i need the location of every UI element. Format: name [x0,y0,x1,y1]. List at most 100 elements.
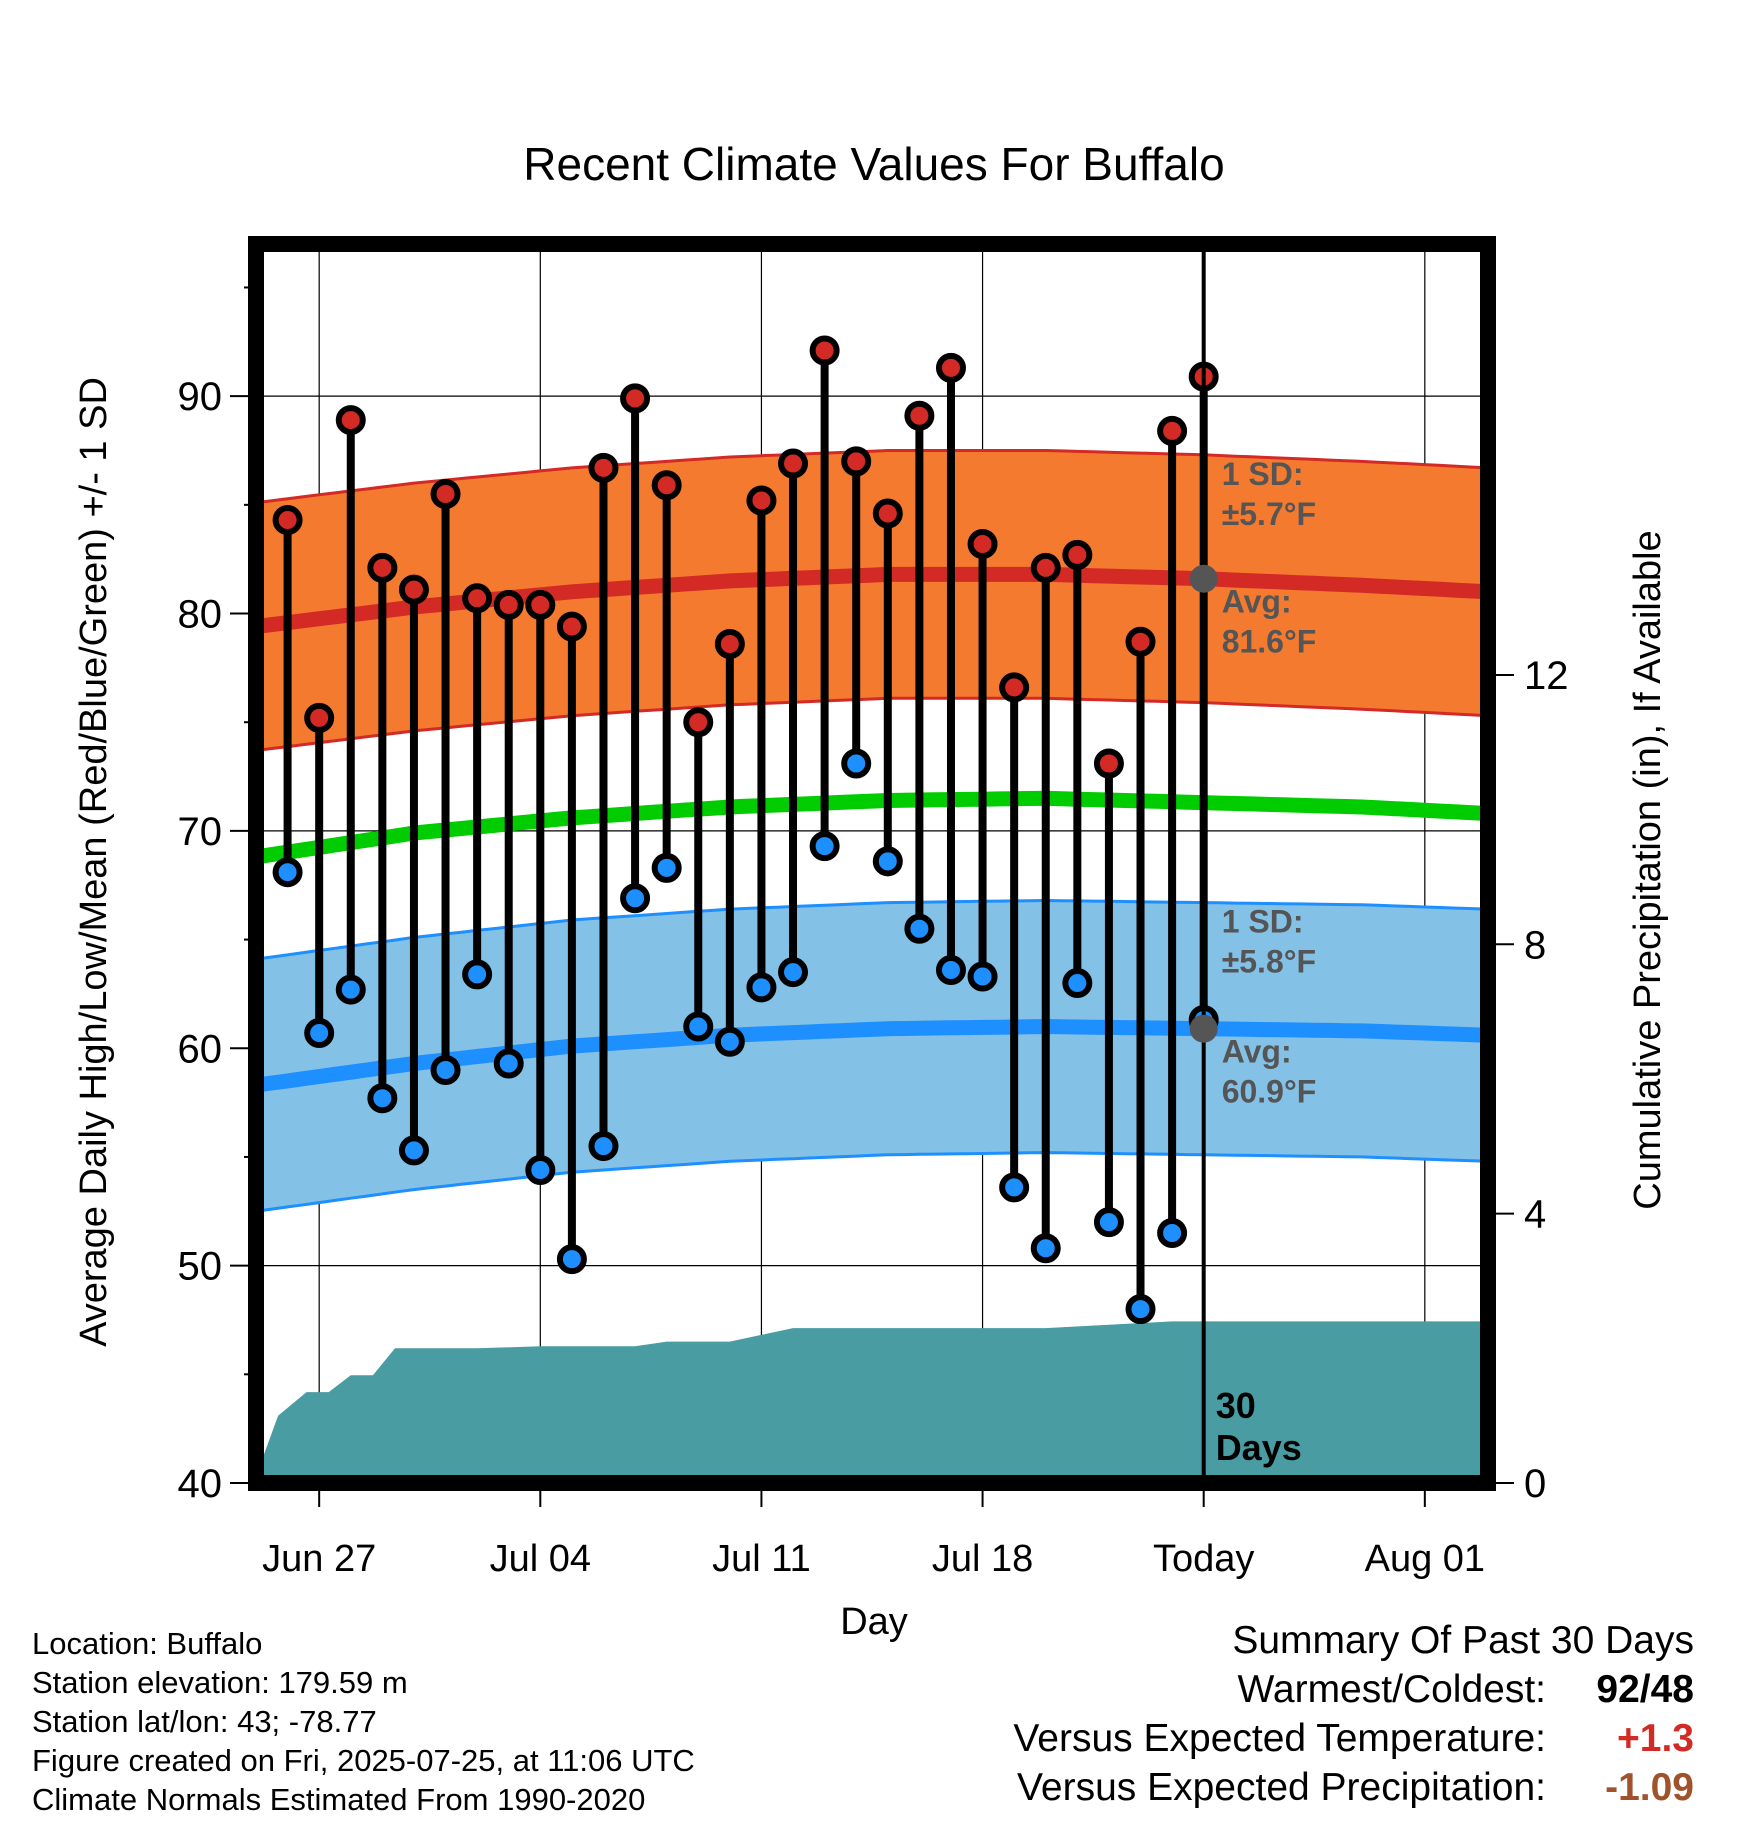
obs-low-point-14 [714,1026,745,1057]
obs-low-point-5 [430,1055,461,1085]
high-avg-value: 81.6°F [1222,624,1317,660]
summary-title: Summary Of Past 30 Days [1232,1619,1694,1662]
plot-frame [248,236,1496,1491]
obs-high-point-13 [683,707,714,738]
obs-high-point-1 [304,702,335,733]
obs-low-point-18 [841,748,872,779]
obs-low-point-3 [367,1083,398,1114]
obs-high-point-12 [651,470,682,501]
obs-high-point-15 [746,485,777,516]
obs-high-point-24 [1030,552,1061,583]
low-sd-value: ±5.8°F [1222,944,1316,980]
obs-low-point-23 [999,1172,1030,1203]
precip-row: Versus Expected Precipitation: -1.09 [1013,1763,1694,1812]
low-avg-label: Avg: [1222,1034,1292,1070]
obs-low-point-17 [809,831,840,862]
obs-high-point-0 [272,505,303,536]
high-sd-label: 1 SD: [1222,456,1304,492]
low-average-line [256,1018,1488,1093]
annotations: 1 SD: ±5.7°F Avg: 81.6°F 1 SD: ±5.8°F Avg: 60.9… [1189,244,1317,1483]
obs-high-point-8 [525,589,556,620]
grid-lines [256,244,1488,1484]
obs-high-point-3 [367,552,398,583]
obs-high-point-9 [556,611,587,642]
location-text: Location: Buffalo [32,1626,263,1661]
y-axis-label: Average Daily High/Low/Mean (Red/Blue/Gr… [73,377,115,1347]
y-tick-label-0: 40 [178,1462,223,1506]
x-tick-label-1: Jul 04 [490,1538,591,1580]
obs-low-point-4 [398,1135,429,1166]
today-low-avg-marker [1189,1014,1218,1043]
obs-low-point-10 [588,1131,619,1162]
days-window-number: 30 [1216,1385,1256,1426]
latlon-text: Station lat/lon: 43; -78.77 [32,1704,377,1739]
x-tick-label-4: Today [1153,1538,1254,1580]
precip-value: -1.09 [1605,1766,1694,1809]
obs-high-point-17 [809,335,840,366]
station-info: Location: Buffalo Station elevation: 179… [32,1624,695,1819]
low-sd-label: 1 SD: [1222,904,1304,940]
precip-label: Versus Expected Precipitation: [1017,1766,1546,1809]
obs-low-point-28 [1157,1218,1188,1249]
x-tick-label-2: Jul 11 [712,1538,811,1580]
obs-high-point-10 [588,452,619,483]
obs-low-point-21 [935,955,966,986]
temp-label: Versus Expected Temperature: [1013,1717,1546,1760]
x-tick-label-5: Aug 01 [1365,1538,1485,1580]
sd-band-lower-edge [256,696,1488,752]
y2-tick-label-3: 12 [1524,654,1569,698]
warmest-value: 92 [1596,1668,1640,1711]
coldest-value: 48 [1650,1668,1694,1711]
obs-high-point-21 [935,352,966,383]
obs-high-point-20 [904,400,935,431]
y-tick-label-4: 80 [178,593,223,637]
obs-high-point-6 [462,583,493,614]
obs-low-point-0 [272,857,303,888]
sd-band-upper-edge [256,898,1488,961]
axes: 40 50 60 70 80 90 0 4 8 12 Jun 27 Jul 04 Jul 11 Jul 1… [178,286,1569,1580]
obs-low-point-26 [1093,1207,1124,1238]
warm-cold-row: Warmest/Coldest: 92/48 [1013,1665,1694,1714]
high-average-line [256,566,1488,635]
warm-cold-label: Warmest/Coldest: [1237,1668,1546,1711]
high-avg-label: Avg: [1222,584,1292,620]
obs-high-point-18 [841,446,872,477]
sd-band [256,900,1488,1212]
precip-area [256,1321,1488,1483]
obs-high-point-28 [1157,415,1188,446]
obs-high-point-27 [1125,626,1156,657]
obs-low-point-24 [1030,1233,1061,1264]
observations [272,335,1219,1325]
y2-tick-label-0: 0 [1524,1462,1546,1506]
obs-high-point-23 [999,672,1030,703]
low-avg-value: 60.9°F [1222,1074,1317,1110]
obs-high-point-11 [620,383,651,414]
temp-row: Versus Expected Temperature: +1.3 [1013,1714,1694,1763]
obs-low-point-13 [683,1011,714,1042]
obs-low-point-2 [335,974,366,1005]
obs-low-point-1 [304,1018,335,1049]
obs-high-point-14 [714,628,745,659]
obs-low-point-6 [462,959,493,990]
obs-high-point-26 [1093,748,1124,779]
obs-low-point-27 [1125,1294,1156,1325]
chart-title: Recent Climate Values For Buffalo [523,138,1224,190]
obs-high-point-22 [967,528,998,559]
obs-high-point-25 [1062,539,1093,570]
obs-high-point-4 [398,574,429,605]
obs-low-point-19 [872,846,903,877]
mean-average-line [256,790,1488,865]
sd-band-upper-edge [256,449,1488,505]
obs-low-point-7 [493,1048,524,1079]
obs-high-point-7 [493,589,524,620]
temp-value: +1.3 [1617,1717,1694,1760]
obs-high-point-2 [335,405,366,436]
obs-low-point-15 [746,972,777,1003]
y2-axis-label: Cumulative Precipitation (in), If Availa… [1627,530,1669,1209]
sd-band-lower-edge [256,1151,1488,1213]
y-tick-label-1: 50 [178,1245,223,1289]
obs-low-point-25 [1062,968,1093,999]
summary-panel: Summary Of Past 30 Days Warmest/Coldest:… [1013,1616,1694,1812]
high-sd-value: ±5.7°F [1222,496,1316,532]
